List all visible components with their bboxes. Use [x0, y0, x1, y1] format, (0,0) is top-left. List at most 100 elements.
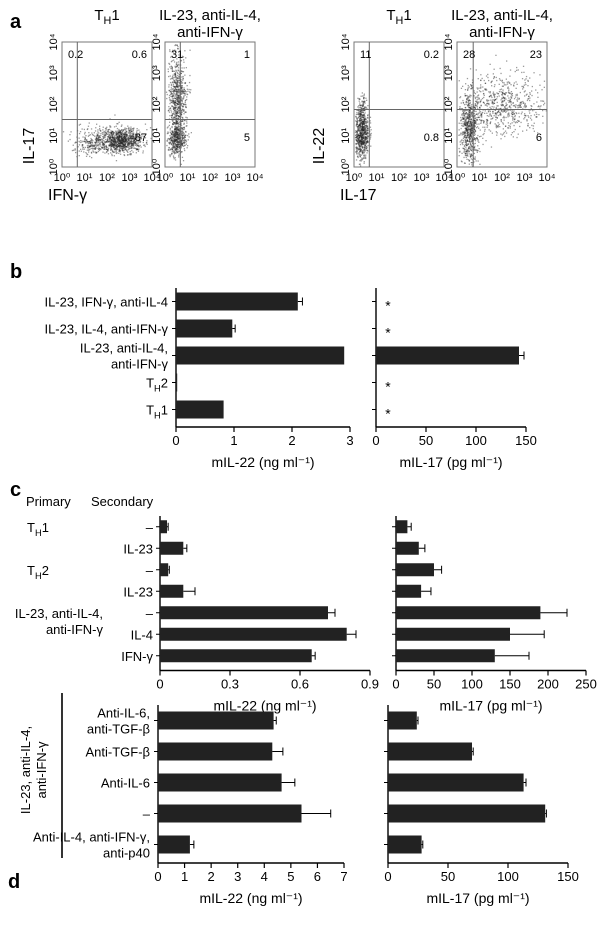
event-dot — [483, 96, 485, 99]
event-dot — [125, 146, 127, 148]
event-dot — [467, 110, 470, 112]
event-dot — [180, 114, 183, 116]
event-dot — [106, 136, 109, 138]
event-dot — [475, 113, 478, 115]
event-dot — [174, 140, 176, 142]
event-dot — [105, 148, 107, 150]
event-dot — [137, 149, 140, 151]
event-dot — [124, 144, 126, 146]
event-dot — [365, 106, 367, 108]
event-dot — [120, 133, 123, 135]
event-dot — [174, 140, 176, 142]
event-dot — [184, 144, 186, 146]
event-dot — [502, 117, 504, 119]
event-dot — [468, 115, 470, 118]
event-dot — [520, 103, 522, 105]
event-dot — [183, 138, 185, 140]
event-dot — [358, 148, 361, 150]
event-dot — [90, 151, 93, 153]
event-dot — [465, 148, 467, 150]
event-dot — [176, 134, 178, 136]
event-dot — [109, 139, 111, 141]
event-dot — [105, 132, 107, 134]
event-dot — [466, 117, 468, 119]
event-dot — [476, 103, 479, 105]
event-dot — [182, 140, 184, 142]
event-dot — [470, 118, 473, 120]
event-dot — [94, 142, 97, 144]
event-dot — [105, 141, 107, 143]
event-dot — [171, 153, 173, 155]
event-dot — [366, 133, 368, 135]
event-dot — [527, 125, 529, 127]
event-dot — [364, 132, 366, 134]
event-dot — [469, 154, 472, 156]
event-dot — [500, 110, 503, 112]
event-dot — [498, 78, 501, 80]
event-dot — [114, 142, 116, 144]
event-dot — [358, 135, 360, 137]
event-dot — [470, 144, 472, 146]
event-dot — [116, 152, 118, 154]
event-dot — [359, 115, 361, 117]
y-tick-label: 10³ — [151, 65, 163, 81]
event-dot — [87, 143, 90, 145]
event-dot — [127, 143, 129, 145]
event-dot — [139, 131, 141, 133]
event-dot — [112, 150, 114, 152]
bar — [176, 400, 224, 419]
event-dot — [171, 116, 173, 119]
event-dot — [123, 140, 125, 143]
event-dot — [105, 146, 107, 148]
event-dot — [479, 107, 481, 109]
event-dot — [169, 78, 172, 80]
event-dot — [465, 112, 467, 114]
event-dot — [465, 137, 467, 139]
event-dot — [123, 133, 125, 136]
event-dot — [181, 142, 184, 144]
event-dot — [474, 129, 477, 132]
event-dot — [86, 140, 88, 143]
event-dot — [174, 106, 177, 108]
event-dot — [484, 110, 486, 112]
event-dot — [131, 133, 133, 135]
event-dot — [468, 153, 470, 155]
event-dot — [130, 138, 132, 140]
event-dot — [127, 140, 129, 142]
event-dot — [461, 118, 463, 120]
event-dot — [513, 84, 515, 86]
event-dot — [359, 155, 361, 157]
event-dot — [180, 147, 182, 149]
event-dot — [504, 94, 506, 96]
event-dot — [88, 145, 90, 148]
event-dot — [176, 121, 179, 123]
event-dot — [473, 134, 475, 136]
event-dot — [114, 147, 116, 149]
event-dot — [129, 128, 132, 130]
event-dot — [177, 129, 179, 131]
event-dot — [176, 65, 179, 67]
event-dot — [476, 138, 478, 140]
event-dot — [499, 112, 502, 114]
event-dot — [360, 136, 362, 138]
event-dot — [463, 150, 465, 152]
event-dot — [134, 136, 137, 139]
event-dot — [470, 124, 472, 126]
event-dot — [120, 146, 122, 148]
event-dot — [185, 111, 187, 113]
event-dot — [474, 134, 476, 136]
event-dot — [94, 138, 97, 140]
event-dot — [361, 134, 363, 136]
event-dot — [360, 136, 363, 138]
event-dot — [177, 97, 179, 99]
event-dot — [113, 151, 115, 153]
event-dot — [128, 135, 130, 137]
event-dot — [479, 101, 481, 104]
event-dot — [123, 136, 125, 139]
event-dot — [523, 114, 526, 117]
event-dot — [174, 139, 176, 141]
event-dot — [127, 145, 129, 147]
event-dot — [487, 103, 489, 105]
event-dot — [175, 152, 177, 154]
event-dot — [520, 121, 522, 124]
